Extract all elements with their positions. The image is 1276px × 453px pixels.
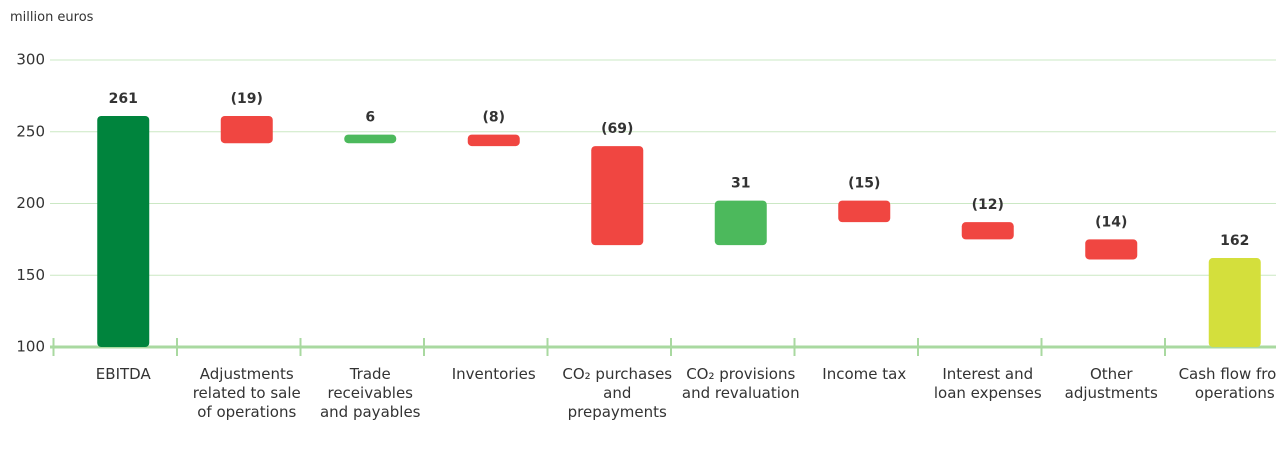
y-tick-label: 200 [16, 194, 45, 212]
value-label: (19) [231, 91, 263, 107]
value-label: 6 [365, 110, 375, 126]
x-tick-label: Cash flow from operations [1178, 365, 1276, 402]
y-tick-label: 250 [16, 122, 45, 140]
bar [961, 222, 1014, 240]
bar [97, 115, 150, 347]
y-tick-label: 300 [16, 51, 45, 69]
x-tick-label: Income tax [822, 365, 907, 383]
x-tick-label: Adjustments related to sale of operation… [192, 365, 301, 421]
value-label: (69) [601, 121, 633, 137]
value-label: (15) [848, 176, 880, 192]
x-tick-label: Interest and loan expenses [933, 365, 1042, 402]
y-tick-label: 100 [16, 338, 45, 356]
bar [838, 200, 891, 223]
x-tick-label: CO₂ provisions and revaluation [681, 365, 800, 402]
y-axis-label: million euros [10, 10, 94, 25]
x-tick-label: Other adjustments [1064, 365, 1158, 402]
value-label: (8) [482, 110, 505, 126]
value-label: 31 [731, 176, 750, 192]
value-label: (14) [1095, 214, 1127, 230]
x-tick-label: CO₂ purchases and prepayments [562, 365, 673, 421]
value-label: 261 [109, 91, 138, 107]
bar [344, 134, 397, 144]
bar [591, 146, 644, 246]
bar [1085, 239, 1138, 260]
value-label: 162 [1220, 233, 1249, 249]
y-tick-label: 150 [16, 266, 45, 284]
x-tick-label: Inventories [451, 365, 536, 383]
x-tick-label: EBITDA [95, 365, 151, 383]
bar [1208, 258, 1261, 347]
x-tick-label: Trade receivables and payables [319, 365, 421, 421]
bar [714, 200, 767, 246]
bar [220, 115, 273, 144]
value-label: (12) [972, 197, 1004, 213]
bar [467, 134, 520, 147]
